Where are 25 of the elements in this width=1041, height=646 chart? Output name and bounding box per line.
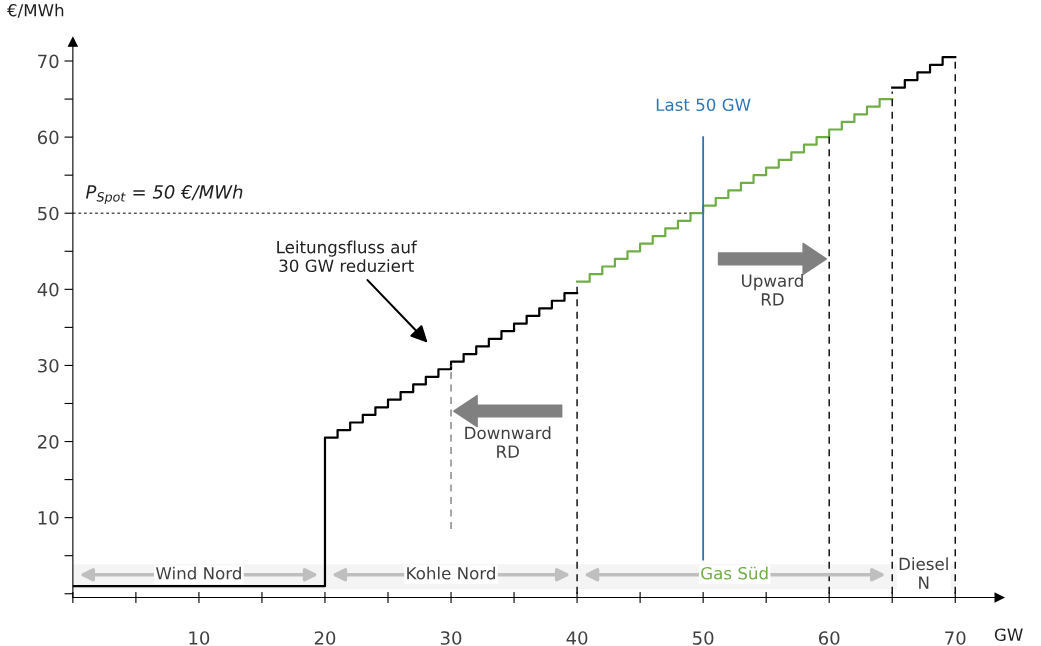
y-tick-label: 50	[38, 206, 59, 221]
band-label: Gas Süd	[701, 566, 768, 580]
x-axis-title: GW	[994, 628, 1023, 642]
ref-line-label: P$_{Spot}$ = 50 €/MWh	[85, 184, 243, 205]
annotation: Downward RD	[465, 426, 551, 458]
y-tick-label: 30	[38, 358, 59, 373]
x-tick-label: 10	[189, 631, 210, 645]
y-axis-title: €/MWh	[6, 3, 64, 18]
y-tick-label: 40	[37, 282, 59, 297]
y-tick-label: 60	[37, 130, 59, 145]
ref-line-label: Last 50 GW	[656, 98, 751, 112]
x-tick-label: 50	[693, 631, 714, 645]
x-tick-label: 40	[566, 631, 588, 645]
x-tick-label: 30	[440, 631, 462, 645]
x-tick-label: 20	[314, 631, 336, 645]
band-label: Kohle Nord	[407, 566, 495, 580]
annotation: Leitungsfluss auf 30 GW reduziert	[277, 240, 418, 273]
annotation: Upward RD	[742, 274, 803, 306]
band-label: Wind Nord	[155, 566, 241, 580]
y-tick-label: 20	[38, 435, 59, 449]
band-label: Diesel N	[899, 557, 948, 589]
x-tick-label: 60	[818, 631, 840, 645]
y-tick-label: 70	[38, 54, 59, 69]
y-tick-label: 10	[38, 511, 59, 525]
x-tick-label: 70	[945, 631, 966, 645]
